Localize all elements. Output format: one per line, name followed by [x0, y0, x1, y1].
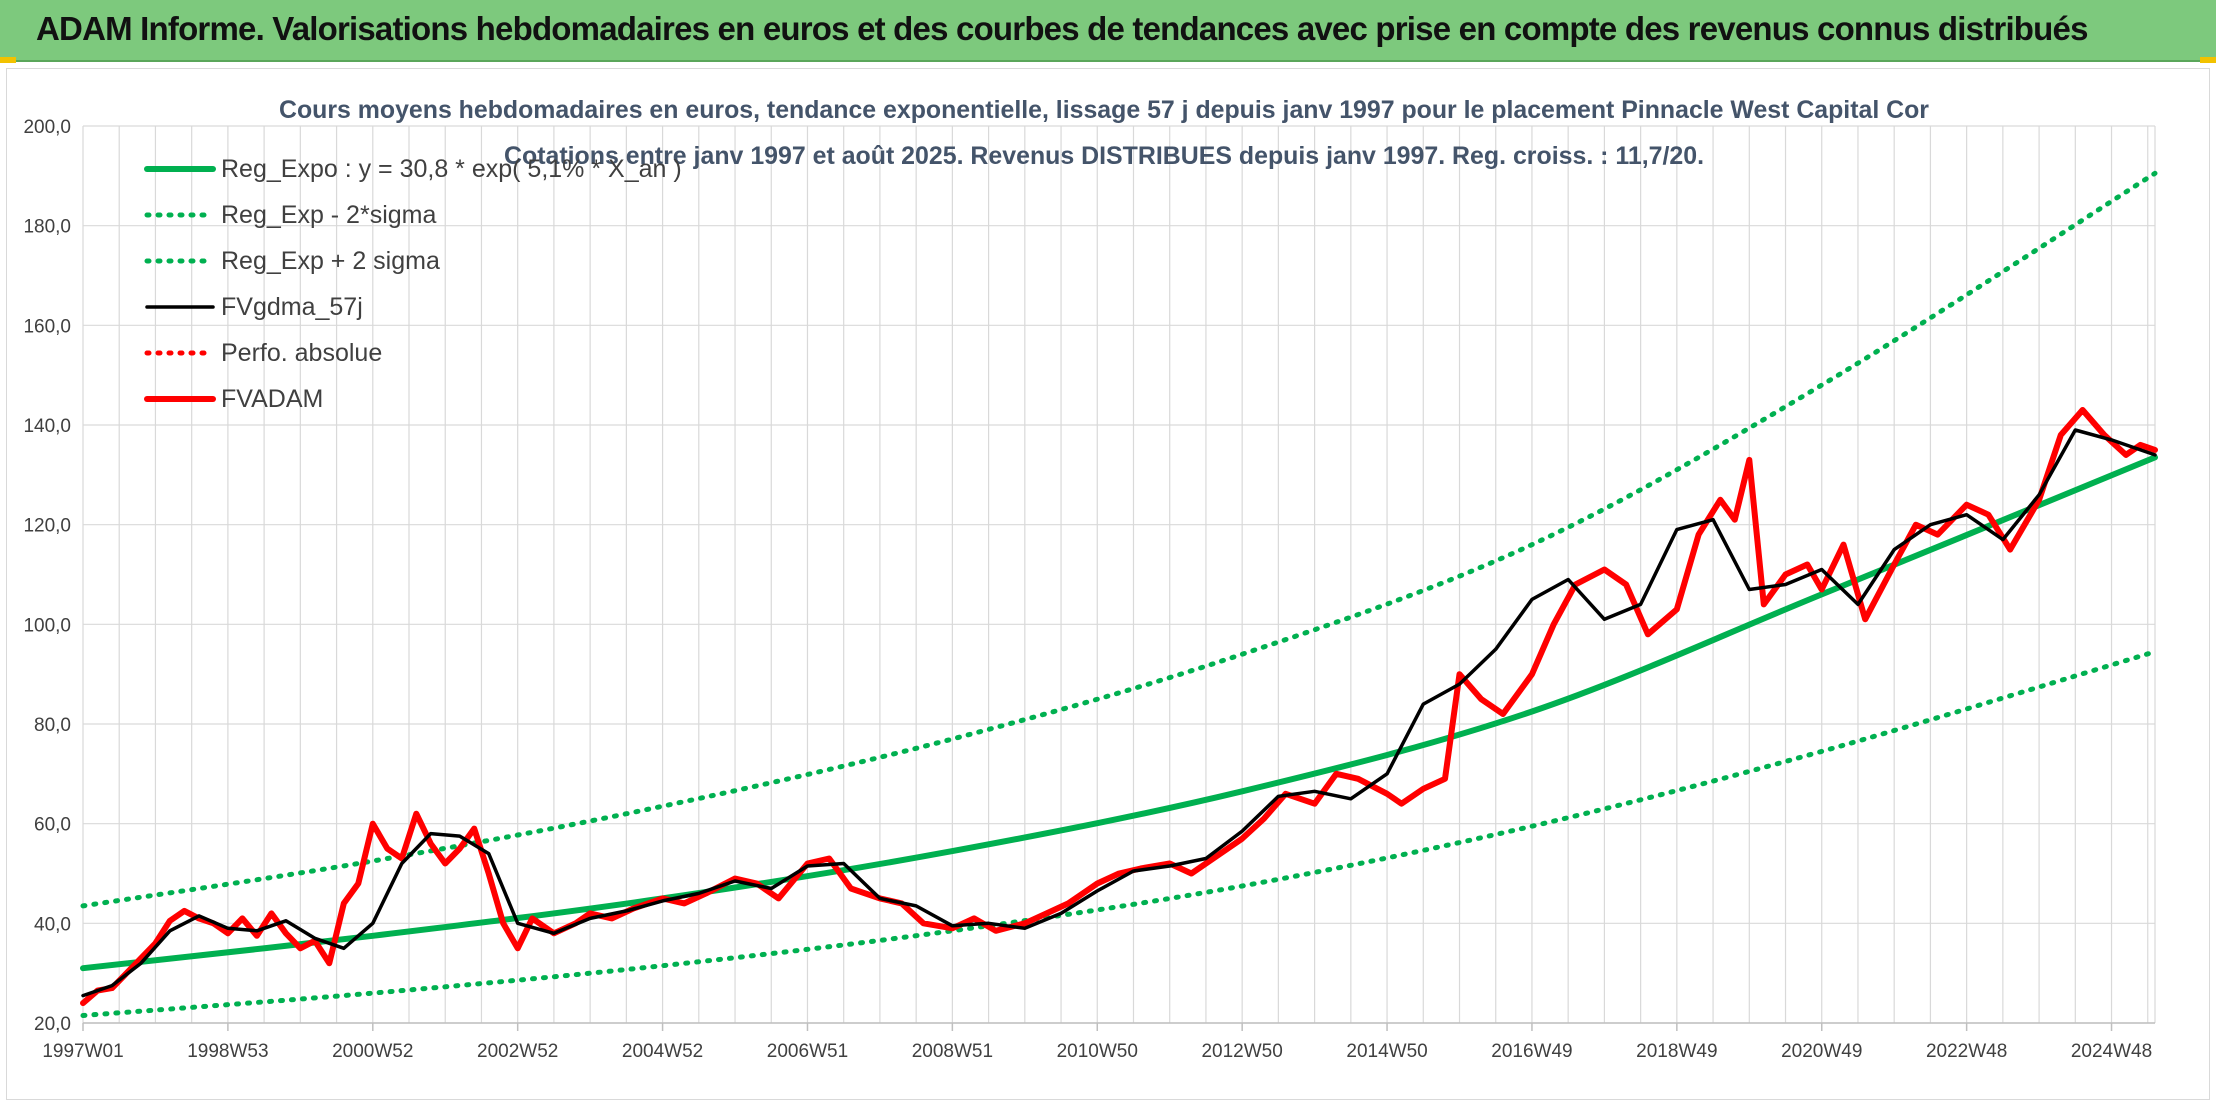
- y-tick-label: 120,0: [23, 516, 71, 537]
- x-tick-label: 2006W51: [767, 1041, 848, 1062]
- chart-legend: Reg_Expo : y = 30,8 * exp( 5,1% * X_an )…: [144, 155, 682, 413]
- x-tick-label: 2010W50: [1057, 1041, 1138, 1062]
- x-tick-label: 2020W49: [1781, 1041, 1862, 1062]
- x-tick-label: 2016W49: [1491, 1041, 1572, 1062]
- x-tick-label: 2002W52: [477, 1041, 558, 1062]
- banner-corner-left: [0, 57, 16, 63]
- legend-label: Perfo. absolue: [221, 339, 382, 367]
- x-tick-label: 2022W48: [1926, 1041, 2007, 1062]
- x-tick-label: 2000W52: [332, 1041, 413, 1062]
- legend-label: FVgdma_57j: [221, 293, 363, 321]
- y-tick-label: 160,0: [23, 316, 71, 337]
- y-tick-label: 180,0: [23, 217, 71, 238]
- banner-title: ADAM Informe. Valorisations hebdomadaire…: [36, 10, 2088, 47]
- legend-label: Reg_Exp - 2*sigma: [221, 201, 436, 229]
- chart-area: 20,0 40,0 60,0 80,0 100,0 120,0 140,0 160,0 180,…: [6, 68, 2210, 1100]
- fvgdma-57j-line: [81, 428, 2157, 998]
- y-axis: 20,0 40,0 60,0 80,0 100,0 120,0 140,0 160,0 180,…: [23, 117, 71, 1035]
- chart-grid: [82, 125, 2156, 1024]
- x-axis: 1997W01 1998W53 2000W52 2002W52 2004W52 2006W…: [42, 1022, 2155, 1062]
- price-trend-chart: 20,0 40,0 60,0 80,0 100,0 120,0 140,0 160,0 180,…: [23, 96, 2158, 1062]
- reg-exp-plus-2sigma-line: [80, 170, 2158, 909]
- y-tick-label: 140,0: [23, 416, 71, 437]
- y-tick-label: 60,0: [34, 815, 71, 836]
- reg-expo-line: [80, 454, 2158, 972]
- x-tick-label: 2004W52: [622, 1041, 703, 1062]
- chart-series: [80, 170, 2158, 1018]
- legend-label: Reg_Exp + 2 sigma: [221, 247, 440, 275]
- y-tick-label: 80,0: [34, 715, 71, 736]
- x-tick-label: 2012W50: [1201, 1041, 1282, 1062]
- y-tick-label: 40,0: [34, 914, 71, 935]
- y-tick-label: 200,0: [23, 117, 71, 138]
- y-tick-label: 20,0: [34, 1014, 71, 1035]
- x-tick-label: 2018W49: [1636, 1041, 1717, 1062]
- report-banner: ADAM Informe. Valorisations hebdomadaire…: [0, 0, 2216, 62]
- y-tick-label: 100,0: [23, 615, 71, 636]
- fvadam-line: [80, 407, 2158, 1007]
- x-tick-label: 2014W50: [1346, 1041, 1427, 1062]
- x-tick-label: 2008W51: [912, 1041, 993, 1062]
- banner-corner-right: [2200, 57, 2216, 63]
- x-tick-label: 2024W48: [2071, 1041, 2152, 1062]
- legend-label: FVADAM: [221, 385, 323, 413]
- legend-label: Reg_Expo : y = 30,8 * exp( 5,1% * X_an ): [221, 155, 682, 183]
- chart-title: Cours moyens hebdomadaires en euros, ten…: [279, 96, 1929, 124]
- x-tick-label: 1997W01: [42, 1041, 123, 1062]
- reg-exp-minus-2sigma-line: [80, 649, 2158, 1018]
- x-tick-label: 1998W53: [187, 1041, 268, 1062]
- chart-subtitle: Cotations entre janv 1997 et août 2025. …: [504, 142, 1704, 170]
- chart-titles: Cours moyens hebdomadaires en euros, ten…: [279, 96, 1929, 170]
